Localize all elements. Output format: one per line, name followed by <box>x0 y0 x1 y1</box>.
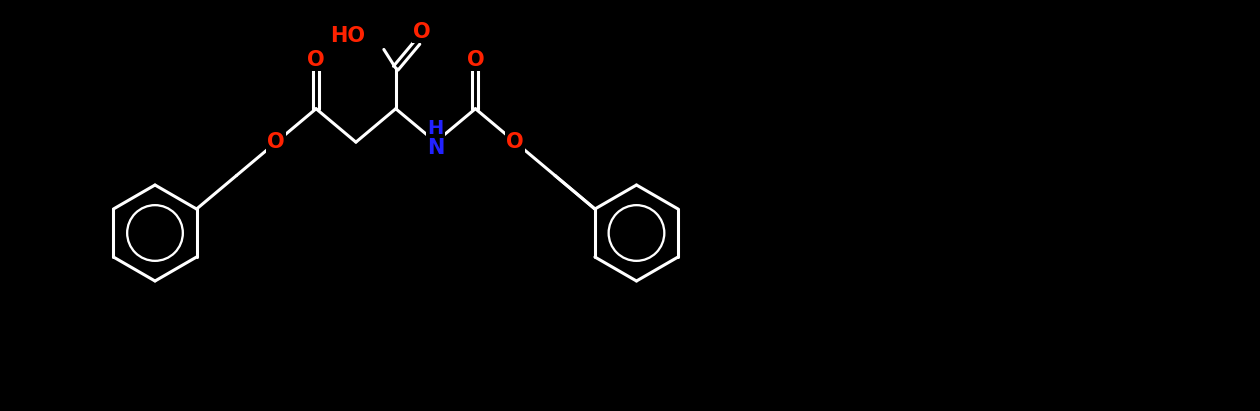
Text: O: O <box>413 22 430 42</box>
Text: O: O <box>267 132 285 152</box>
Text: O: O <box>466 50 484 70</box>
Text: H: H <box>427 119 444 138</box>
Text: HO: HO <box>330 26 365 46</box>
Text: O: O <box>507 132 524 152</box>
Text: N: N <box>427 138 445 158</box>
Text: O: O <box>307 50 325 70</box>
